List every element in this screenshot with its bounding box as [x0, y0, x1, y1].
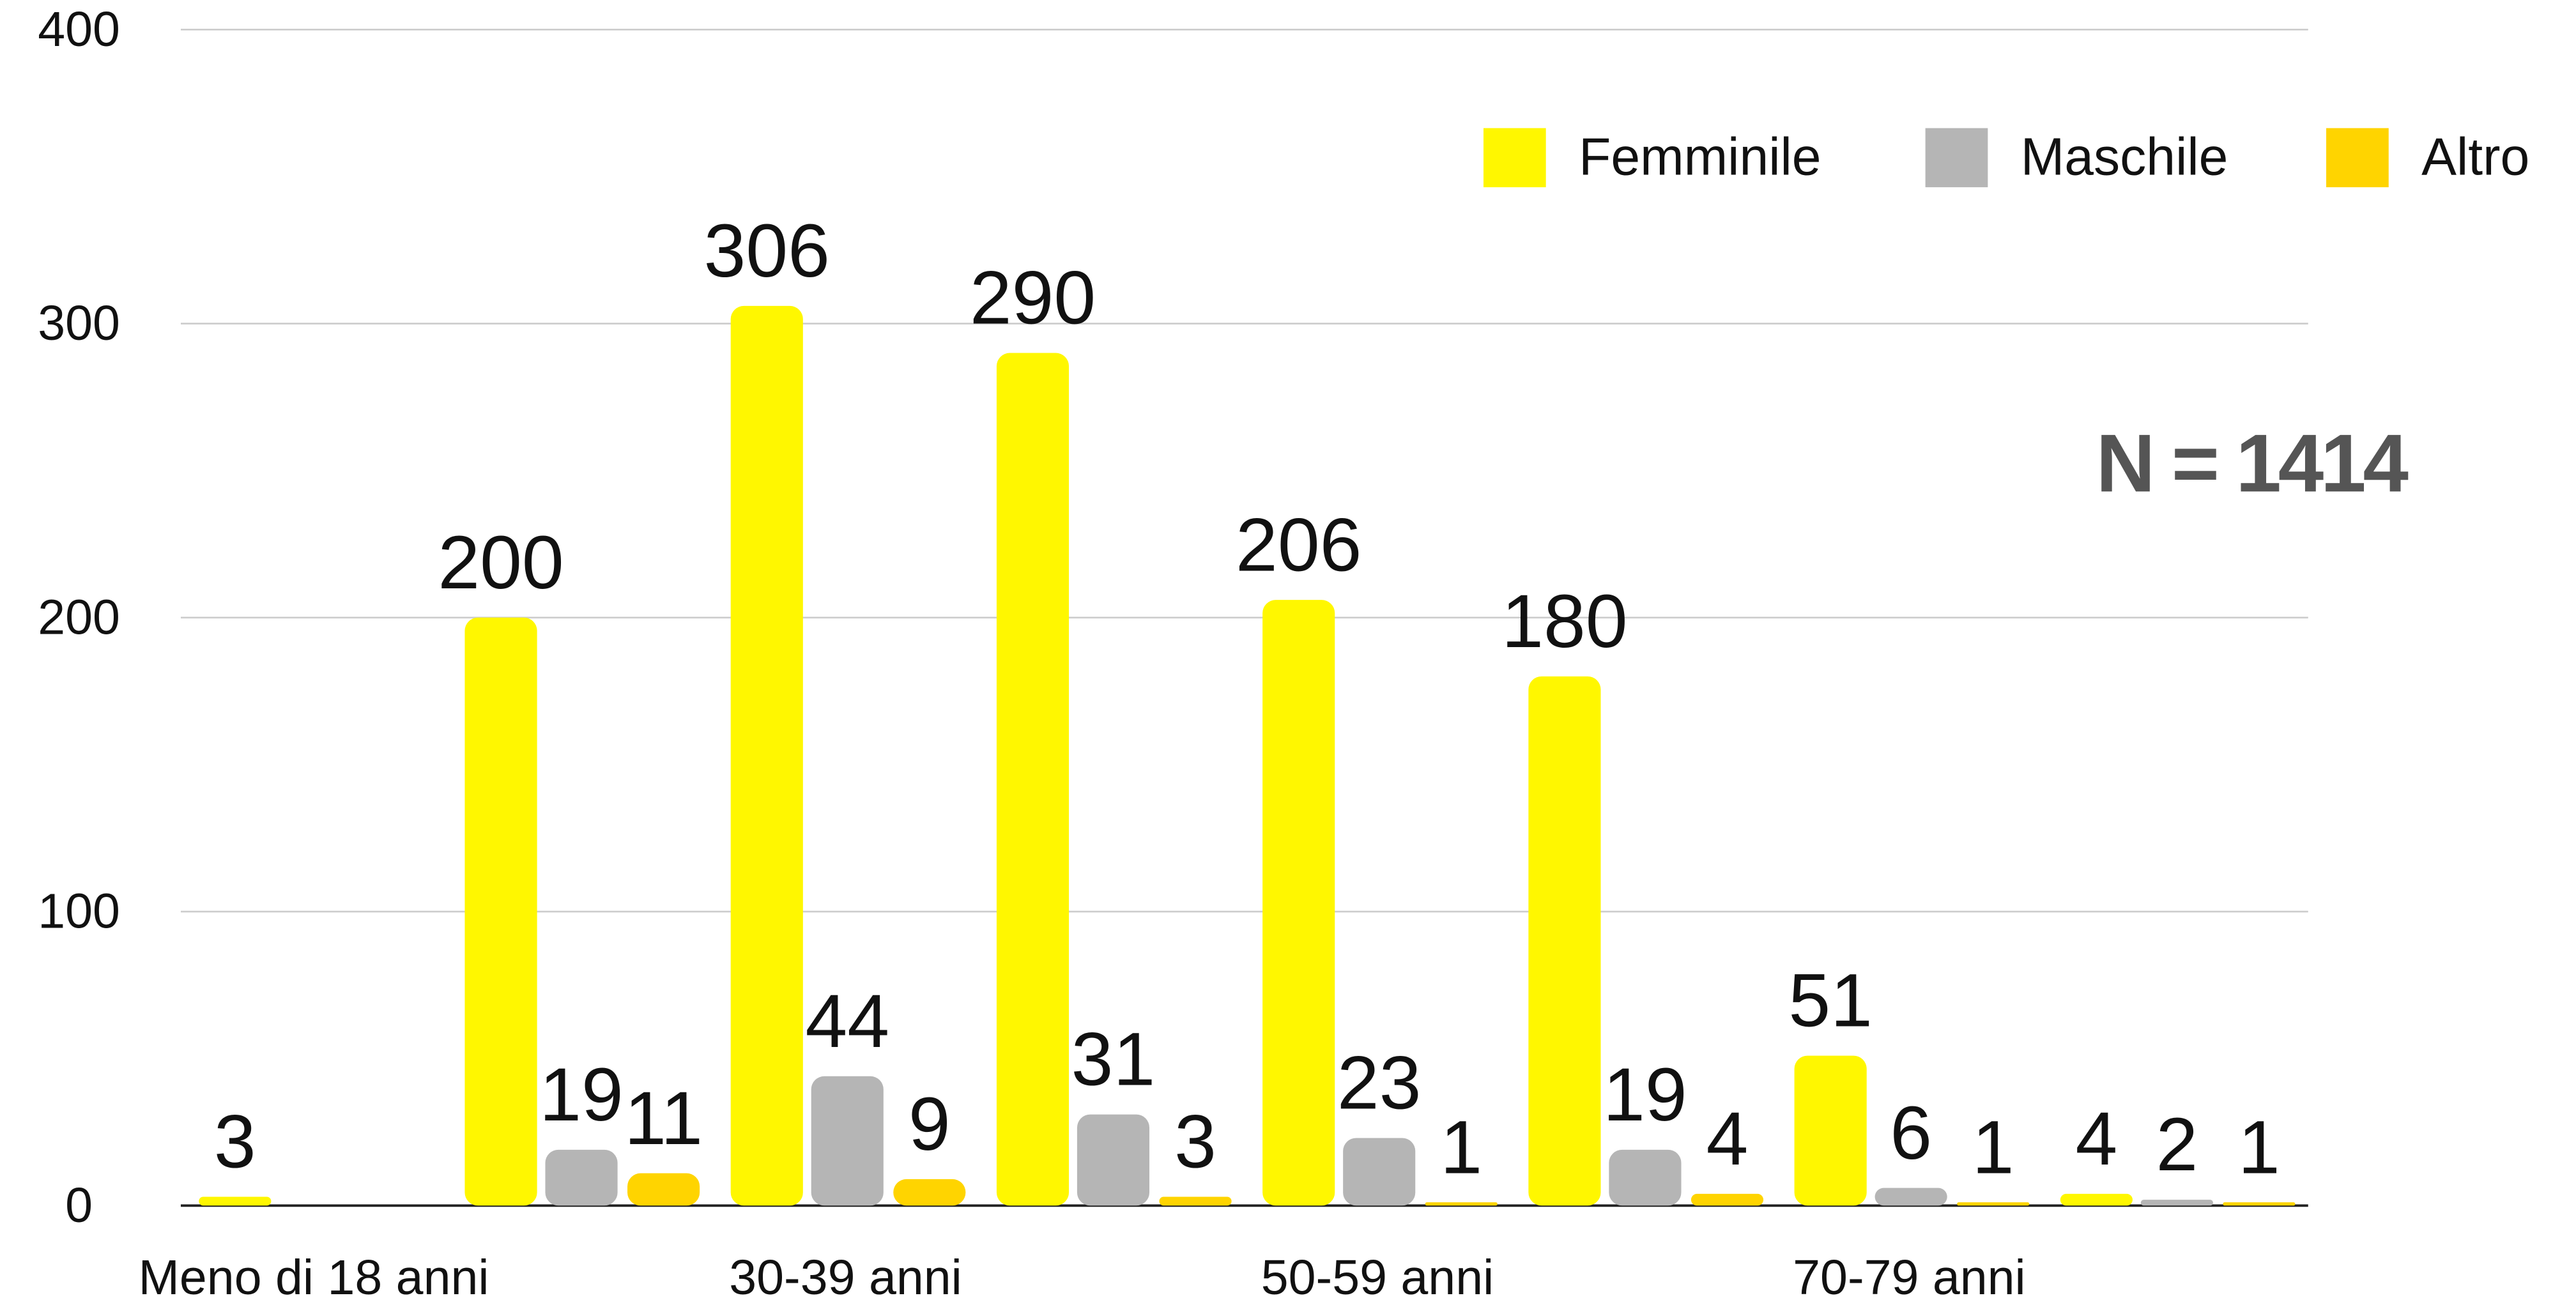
bar — [545, 1149, 618, 1206]
value-label: 1 — [2238, 1105, 2280, 1189]
value-label: 3 — [214, 1100, 256, 1184]
value-label: 51 — [1788, 959, 1873, 1043]
legend-label: Maschile — [2021, 128, 2228, 187]
bar — [1874, 1188, 1947, 1206]
value-label: 290 — [970, 256, 1096, 340]
legend-swatch — [1925, 128, 1988, 188]
bar — [1528, 676, 1601, 1206]
value-label: 1 — [1972, 1105, 2014, 1189]
value-label: 4 — [2075, 1097, 2117, 1181]
value-label: 6 — [1890, 1091, 1932, 1175]
bar — [996, 353, 1070, 1206]
bar — [1077, 1114, 1150, 1206]
x-tick-label: 50-59 anni — [1261, 1250, 1494, 1305]
bar — [893, 1179, 966, 1206]
bar — [1794, 1055, 1867, 1206]
value-label: 4 — [1706, 1097, 1749, 1181]
bar — [1159, 1196, 1232, 1206]
bar — [1262, 600, 1335, 1206]
legend-label: Altro — [2421, 128, 2529, 187]
value-label: 9 — [908, 1082, 951, 1166]
x-tick-label: Meno di 18 anni — [139, 1250, 489, 1305]
value-label: 3 — [1174, 1100, 1216, 1184]
bar — [2223, 1202, 2296, 1206]
value-label: 2 — [2156, 1103, 2198, 1187]
value-label: 23 — [1337, 1041, 1422, 1126]
value-label: 180 — [1501, 579, 1627, 664]
y-tick-label: 400 — [38, 2, 120, 57]
value-label: 31 — [1071, 1018, 1156, 1102]
bar — [2140, 1200, 2213, 1206]
value-label: 206 — [1236, 503, 1361, 587]
legend-label: Femminile — [1579, 128, 1821, 187]
bar — [2060, 1193, 2133, 1206]
bar — [1609, 1149, 1682, 1206]
value-label: 19 — [1603, 1053, 1687, 1137]
bar — [1690, 1193, 1764, 1206]
bar — [730, 305, 803, 1206]
value-label: 306 — [704, 209, 830, 293]
y-tick-label: 300 — [38, 296, 120, 351]
bar — [627, 1173, 700, 1206]
y-tick-label: 100 — [38, 884, 120, 939]
bar — [199, 1196, 272, 1206]
value-label: 200 — [438, 521, 564, 605]
x-tick-label: 30-39 anni — [729, 1250, 962, 1305]
y-tick-label: 200 — [38, 590, 120, 645]
value-label: 1 — [1440, 1105, 1482, 1189]
value-label: 44 — [805, 979, 889, 1064]
bar — [811, 1076, 884, 1206]
legend-swatch — [2326, 128, 2389, 188]
legend-swatch — [1483, 128, 1546, 188]
value-label: 11 — [624, 1076, 703, 1161]
bar — [1957, 1202, 2030, 1206]
y-tick-label: 0 — [65, 1178, 93, 1233]
bar — [464, 617, 537, 1206]
bar — [1425, 1202, 1498, 1206]
value-label: 19 — [539, 1053, 624, 1137]
x-tick-label: 70-79 anni — [1793, 1250, 2026, 1305]
bar — [1343, 1138, 1416, 1206]
annotation: N = 1414 — [2096, 418, 2409, 509]
